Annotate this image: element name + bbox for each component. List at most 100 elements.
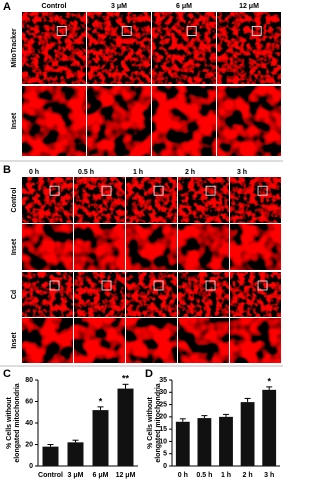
column-header: 12 μM <box>239 3 259 10</box>
x-tick-label: 2 h <box>243 472 253 479</box>
bar <box>42 446 59 466</box>
y-tick-label: 30 <box>159 389 167 396</box>
column-header: 6 μM <box>176 3 192 10</box>
bar <box>197 418 212 466</box>
micrograph-signal <box>217 86 281 156</box>
y-axis-label: elongated mitochondria <box>155 383 162 462</box>
y-tick-label: 40 <box>25 420 33 427</box>
micrograph-signal <box>178 272 229 317</box>
inset-marker <box>49 280 60 291</box>
row-label: Inset <box>11 238 18 255</box>
column-header: 2 h <box>185 169 195 176</box>
inset-marker <box>205 280 216 291</box>
panel-label: B <box>3 164 11 176</box>
row-label: Control <box>11 188 18 213</box>
panel-label: C <box>3 368 11 380</box>
inset-marker <box>153 280 164 291</box>
panel-label: D <box>145 368 153 380</box>
micrograph-signal <box>230 318 281 363</box>
column-header: 0.5 h <box>78 169 94 176</box>
micrograph-signal <box>22 224 73 270</box>
inset-marker <box>101 280 112 291</box>
x-tick-label: 12 μM <box>116 472 136 479</box>
micrograph-signal <box>230 224 281 270</box>
micrograph-signal <box>126 177 177 223</box>
y-tick-label: 10 <box>159 438 167 445</box>
micrograph-signal <box>22 12 86 84</box>
y-tick-label: 0 <box>29 463 33 470</box>
column-header: 3 μM <box>111 3 127 10</box>
y-tick-label: 20 <box>25 441 33 448</box>
row-label: Inset <box>11 332 18 349</box>
x-tick-label: 0 h <box>178 472 188 479</box>
inset-marker <box>121 25 132 36</box>
bar <box>219 416 233 466</box>
inset-marker <box>251 25 262 36</box>
column-header: 0 h <box>29 169 39 176</box>
y-tick-label: 80 <box>25 377 33 384</box>
micrograph-signal <box>126 318 177 363</box>
inset-marker <box>101 185 112 196</box>
panel-label: A <box>3 1 11 13</box>
bar <box>240 402 255 466</box>
column-header: Control <box>42 3 67 10</box>
x-tick-label: 6 μM <box>93 472 109 479</box>
significance: ** <box>122 374 130 384</box>
bar <box>67 442 84 466</box>
micrograph-signal <box>87 86 151 156</box>
micrograph-signal <box>22 177 73 223</box>
micrograph-signal <box>74 224 125 270</box>
inset-marker <box>56 25 67 36</box>
inset-marker <box>49 185 60 196</box>
x-tick-label: 3 μM <box>68 472 84 479</box>
x-tick-label: 1 h <box>221 472 231 479</box>
micrograph-signal <box>87 12 151 84</box>
micrograph-signal <box>74 318 125 363</box>
micrograph-signal <box>74 177 125 223</box>
micrograph-signal <box>178 177 229 223</box>
inset-marker <box>186 25 197 36</box>
x-tick-label: Control <box>38 472 63 479</box>
micrograph-signal <box>126 272 177 317</box>
micrograph-signal <box>178 224 229 270</box>
micrograph-signal <box>74 272 125 317</box>
row-label: MitoTracker <box>11 28 18 68</box>
significance: * <box>267 376 271 386</box>
column-header: 3 h <box>237 169 247 176</box>
inset-marker <box>153 185 164 196</box>
micrograph-signal <box>178 318 229 363</box>
micrograph-signal <box>152 12 216 84</box>
inset-marker <box>205 185 216 196</box>
column-header: 1 h <box>133 169 143 176</box>
micrograph-signal <box>217 12 281 84</box>
figure: A B Control 3 μM 6 μM 12 μM MitoTracker Inset… <box>0 1 283 479</box>
significance: * <box>99 396 103 406</box>
y-axis-label: % Cells without <box>6 396 13 448</box>
x-tick-label: 0.5 h <box>196 472 212 479</box>
y-tick-label: 35 <box>159 377 167 384</box>
x-tick-label: 3 h <box>264 472 274 479</box>
y-tick-label: 60 <box>25 398 33 405</box>
y-tick-label: 25 <box>159 401 167 408</box>
y-axis-label: % Cells without <box>147 396 154 448</box>
y-axis-label: elongated mitochondria <box>14 383 21 462</box>
bar <box>262 389 277 466</box>
micrograph-signal <box>22 272 73 317</box>
y-tick-label: 0 <box>163 463 167 470</box>
micrograph-signal <box>22 318 73 363</box>
y-tick-label: 20 <box>159 414 167 421</box>
micrograph-signal <box>230 272 281 317</box>
y-tick-label: 5 <box>163 451 167 458</box>
micrograph-signal <box>230 177 281 223</box>
row-label: Inset <box>11 112 18 129</box>
row-label: Cd <box>11 290 18 299</box>
micrograph-signal <box>126 224 177 270</box>
micrograph-signal <box>22 86 86 156</box>
y-tick-label: 15 <box>159 426 167 433</box>
bar <box>175 421 190 466</box>
bar <box>117 388 134 466</box>
inset-marker <box>257 280 268 291</box>
inset-marker <box>257 185 268 196</box>
bar <box>92 410 109 466</box>
micrograph-signal <box>152 86 216 156</box>
